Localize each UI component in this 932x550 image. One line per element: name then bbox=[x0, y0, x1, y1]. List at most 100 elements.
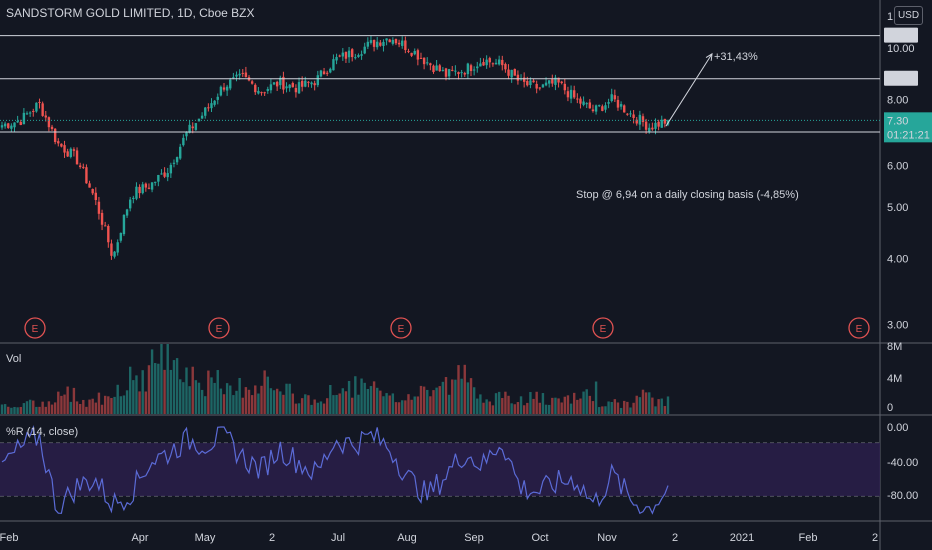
candle-body bbox=[551, 79, 554, 84]
candle-body bbox=[482, 62, 485, 66]
volume-bar bbox=[638, 397, 642, 414]
volume-bar bbox=[366, 388, 370, 414]
candle-body bbox=[282, 76, 285, 90]
candle-body bbox=[304, 80, 307, 87]
volume-bar bbox=[132, 380, 135, 414]
candle-body bbox=[604, 105, 607, 110]
volume-bar bbox=[97, 392, 101, 414]
candle-body bbox=[57, 141, 60, 144]
price-tick: 1 bbox=[887, 11, 893, 23]
candle-body bbox=[269, 84, 273, 91]
volume-bar bbox=[216, 370, 219, 414]
candle-body bbox=[588, 102, 592, 109]
candle-body bbox=[97, 201, 101, 214]
volume-bar bbox=[413, 396, 416, 414]
volume-bar bbox=[463, 364, 466, 414]
candle-body bbox=[444, 68, 448, 77]
price-tick: 10.00 bbox=[887, 43, 915, 55]
candle-body bbox=[360, 54, 363, 56]
candle-body bbox=[422, 57, 426, 65]
volume-bar bbox=[576, 399, 579, 414]
candle-body bbox=[635, 119, 638, 124]
volume-bar bbox=[313, 399, 316, 414]
candle-body bbox=[641, 116, 645, 123]
volume-bar bbox=[476, 398, 479, 414]
volume-bar bbox=[419, 385, 423, 414]
volume-bar bbox=[254, 385, 257, 414]
candle-body bbox=[385, 38, 388, 41]
earnings-marker bbox=[24, 317, 46, 339]
candle-body bbox=[426, 62, 429, 64]
levels bbox=[0, 35, 880, 133]
candle-body bbox=[522, 77, 526, 82]
candle-body bbox=[485, 59, 488, 66]
candle-body bbox=[547, 80, 551, 84]
candle-body bbox=[163, 172, 166, 177]
volume-bar bbox=[32, 400, 35, 414]
last-price-label: 7.30 bbox=[887, 115, 908, 127]
volume-bar bbox=[372, 381, 376, 414]
countdown-label: 01:21:21 bbox=[887, 129, 930, 141]
volume-bar bbox=[401, 400, 404, 414]
candle-body bbox=[322, 71, 326, 75]
volume-bar bbox=[344, 391, 348, 414]
candle-body bbox=[16, 120, 19, 123]
candle-body bbox=[169, 164, 173, 174]
candle-body bbox=[291, 83, 294, 88]
candle-body bbox=[147, 187, 151, 189]
volume-bar bbox=[666, 396, 670, 414]
volume-bar bbox=[116, 384, 119, 414]
candle-body bbox=[7, 123, 10, 128]
volume-bar bbox=[376, 387, 379, 414]
time-tick: Nov bbox=[597, 532, 617, 544]
volume-bar bbox=[135, 375, 138, 414]
volume-bar bbox=[610, 401, 613, 414]
volume-bar bbox=[297, 403, 301, 414]
volume-bar bbox=[194, 380, 198, 414]
volume-bar bbox=[275, 388, 279, 414]
candle-body bbox=[529, 80, 532, 86]
level-badge-high: 10.56 bbox=[887, 31, 915, 43]
volume-bar bbox=[66, 386, 69, 414]
volume-bar bbox=[416, 396, 420, 414]
candle-body bbox=[638, 114, 642, 125]
volume-bars bbox=[0, 344, 670, 414]
volume-bar bbox=[182, 382, 185, 414]
volume-bar bbox=[138, 391, 141, 414]
volume-bar bbox=[538, 402, 542, 414]
volume-bar bbox=[304, 394, 307, 414]
candle-body bbox=[341, 52, 345, 57]
candle-body bbox=[157, 174, 160, 182]
volume-bar bbox=[316, 402, 320, 414]
volume-bar bbox=[263, 370, 266, 414]
volume-bar bbox=[357, 394, 360, 414]
candle-body bbox=[188, 124, 191, 133]
volume-bar bbox=[207, 370, 210, 414]
wr-tick: 0.00 bbox=[887, 422, 908, 434]
candle-body bbox=[38, 101, 41, 103]
candle-body bbox=[132, 197, 135, 199]
volume-bar bbox=[185, 367, 188, 414]
volume-bar bbox=[535, 391, 538, 414]
currency-button[interactable]: USD bbox=[894, 6, 923, 25]
volume-bar bbox=[78, 403, 82, 414]
volume-bar bbox=[641, 389, 645, 414]
volume-bar bbox=[591, 401, 595, 414]
stop-annotation: Stop @ 6,94 on a daily closing basis (-4… bbox=[576, 189, 799, 201]
candle-body bbox=[19, 121, 22, 125]
volume-bar bbox=[53, 402, 57, 414]
candle-body bbox=[504, 63, 507, 70]
candle-body bbox=[272, 82, 276, 85]
candle-body bbox=[28, 112, 32, 114]
volume-bar bbox=[429, 396, 432, 414]
earnings-label: E bbox=[600, 324, 607, 335]
volume-bar bbox=[482, 402, 485, 414]
candle-body bbox=[454, 70, 457, 72]
candle-body bbox=[350, 49, 354, 58]
volume-bar bbox=[141, 370, 144, 414]
volume-bar bbox=[485, 399, 488, 414]
candle-body bbox=[632, 114, 635, 118]
volume-bar bbox=[588, 395, 592, 414]
volume-bar bbox=[607, 401, 610, 414]
